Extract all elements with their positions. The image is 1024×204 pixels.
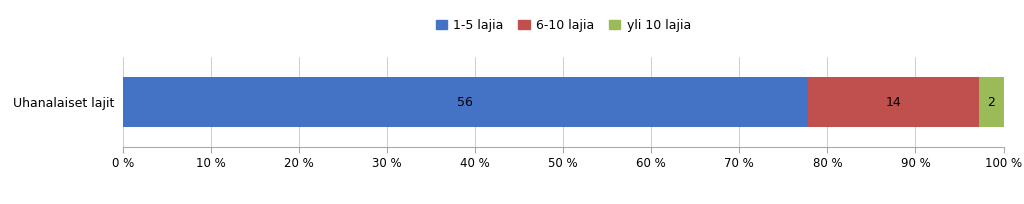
Bar <box>808 77 979 127</box>
Text: 2: 2 <box>987 95 995 109</box>
Bar <box>979 77 1004 127</box>
Legend: 1-5 lajia, 6-10 lajia, yli 10 lajia: 1-5 lajia, 6-10 lajia, yli 10 lajia <box>430 14 696 37</box>
Text: 14: 14 <box>886 95 901 109</box>
Bar <box>123 77 808 127</box>
Text: 56: 56 <box>458 95 473 109</box>
